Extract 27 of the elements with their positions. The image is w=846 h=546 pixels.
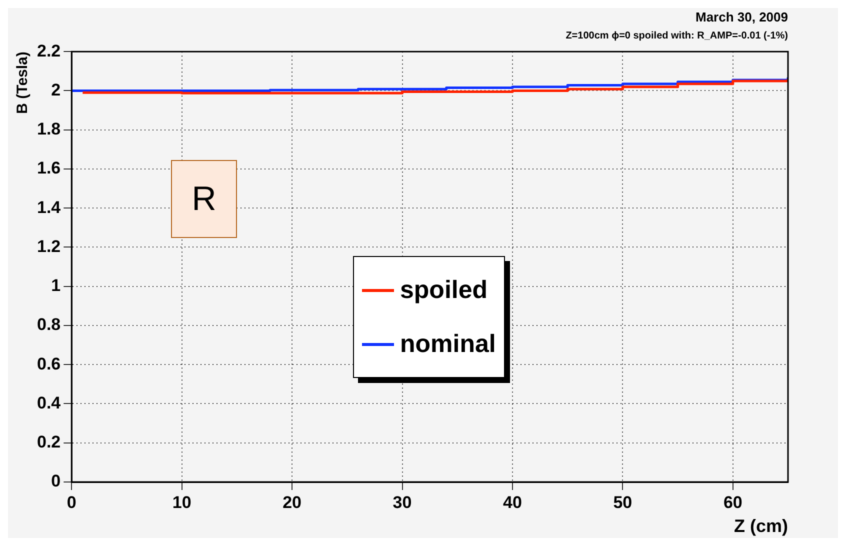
x-tick-label: 20 [282,492,302,512]
x-tick-label: 40 [503,492,522,512]
y-tick-label: 1.2 [36,236,61,256]
legend-label: nominal [400,330,496,358]
annotation: R [192,180,216,218]
letter-box: R [171,160,237,238]
y-tick-label: 2.2 [36,41,61,60]
x-tick-label: 60 [723,492,742,512]
y-tick-label: 0.6 [36,354,61,374]
x-tick-label: 10 [172,492,192,512]
y-tick-label: 0.2 [36,432,61,452]
legend-label: spoiled [400,276,488,304]
y-tick-label: 2 [51,80,61,100]
chart-subtitle: Z=100cm ϕ=0 spoiled with: R_AMP=-0.01 (-1%) [566,30,788,42]
y-axis-title: B (Tesla) [14,52,32,114]
y-tick-label: 1.4 [36,198,62,217]
x-axis-title: Z (cm) [734,516,788,536]
x-tick-label: 0 [66,492,76,512]
y-tick-label: 0.8 [36,315,61,334]
y-tick-label: 1.8 [36,120,61,139]
chart-title: March 30, 2009 [695,9,788,24]
x-tick-label: 30 [392,492,412,512]
x-tick-label: 50 [613,492,632,512]
y-tick-label: 0 [51,472,61,491]
y-tick-label: 1.6 [36,158,61,178]
y-tick-label: 1 [51,276,61,296]
y-tick-label: 0.4 [36,393,62,412]
